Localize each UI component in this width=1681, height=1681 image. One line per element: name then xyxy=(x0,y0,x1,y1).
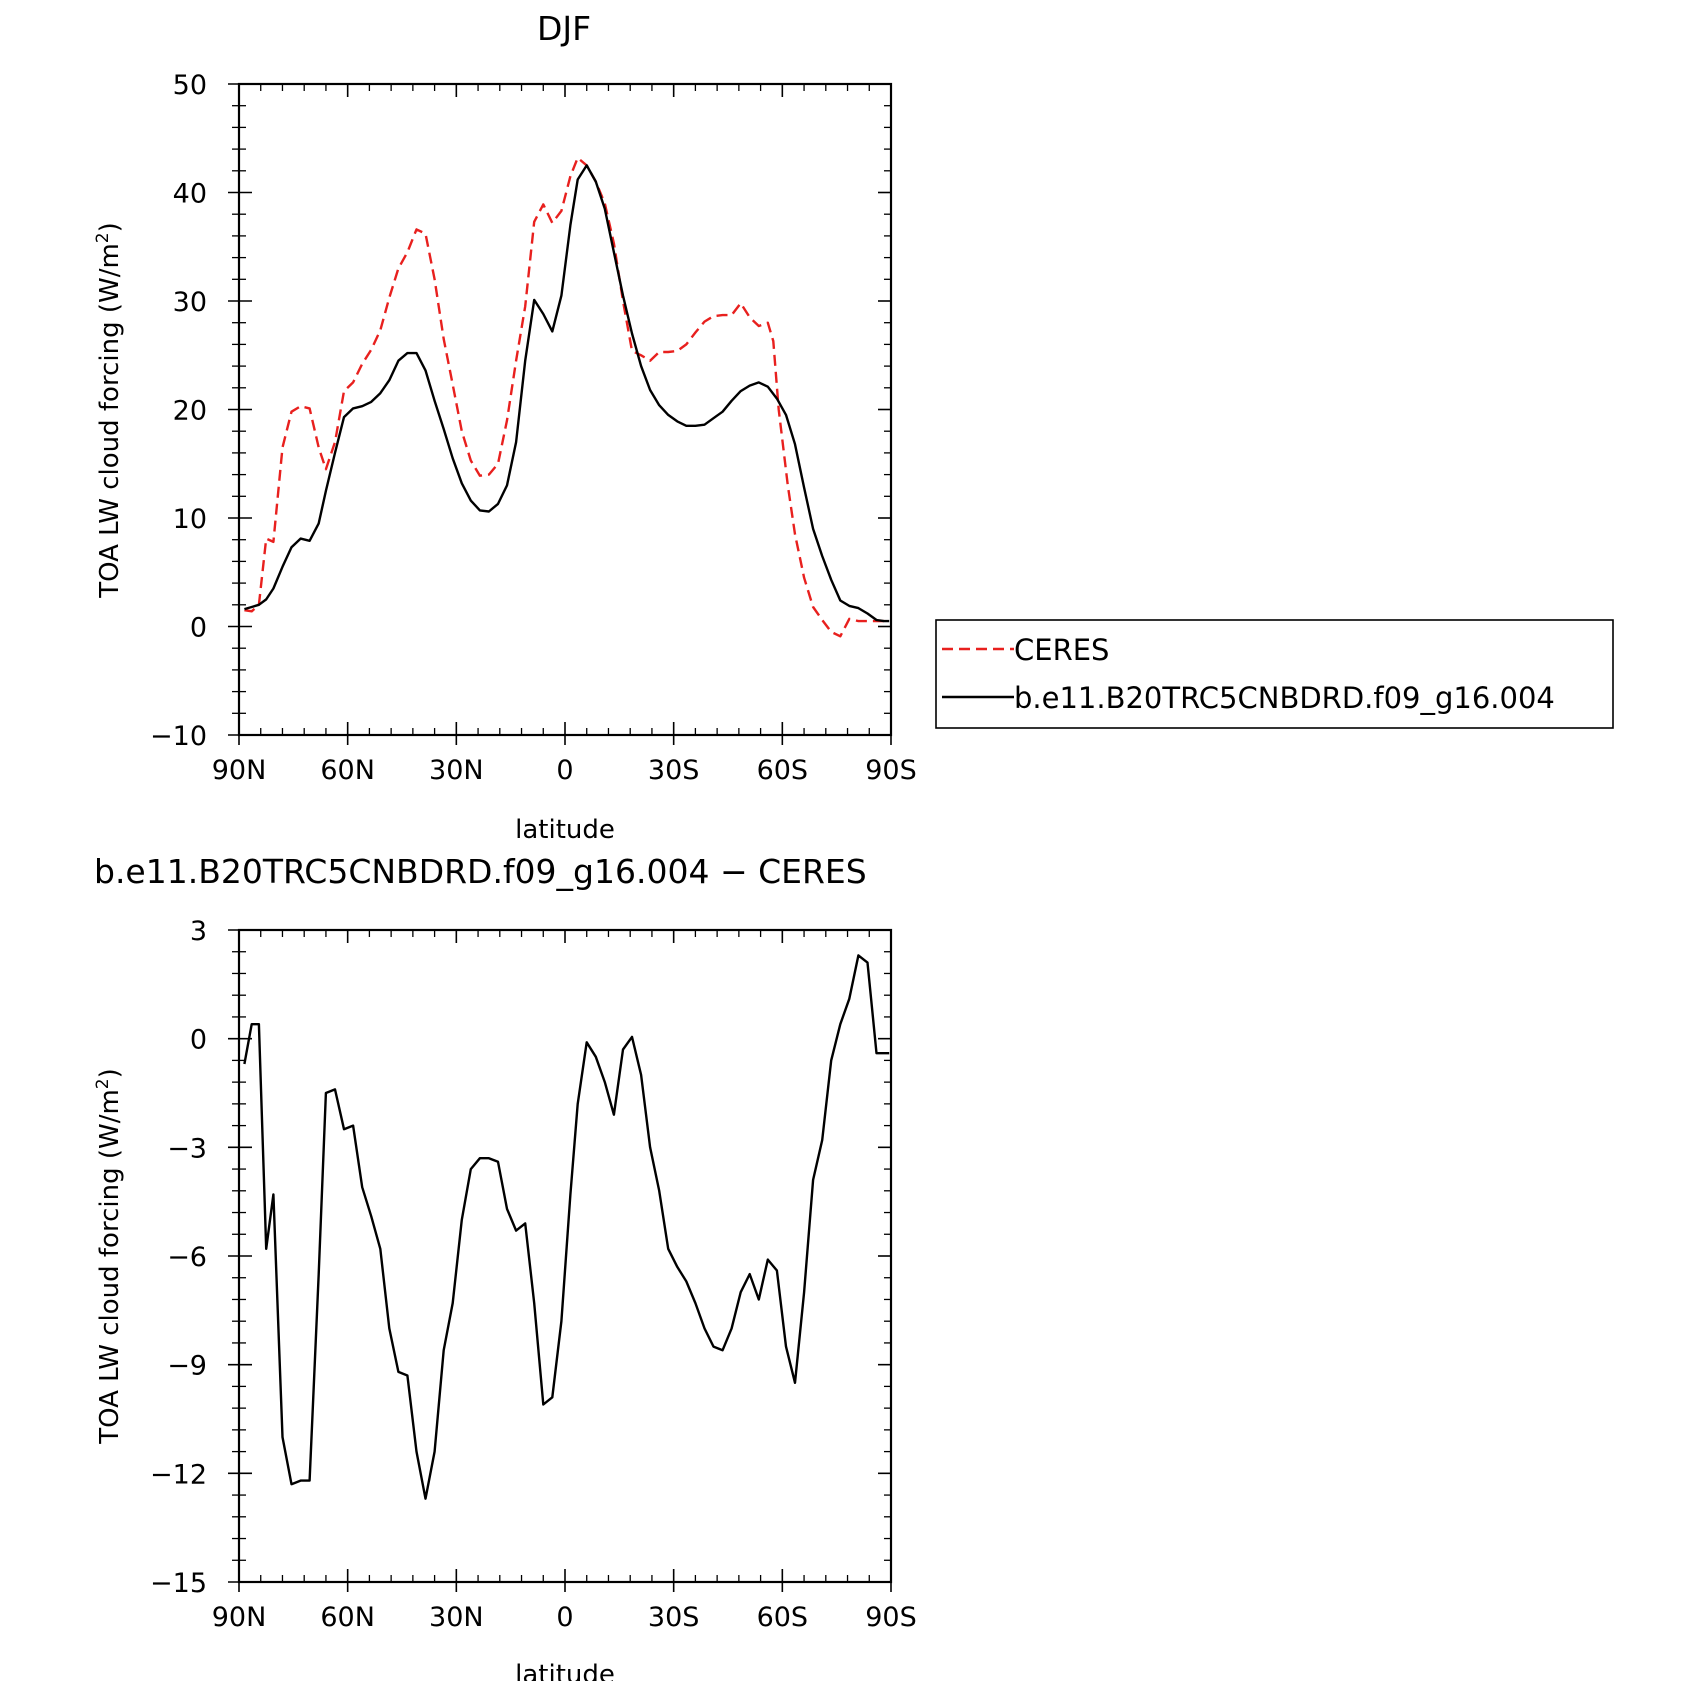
x-tick-label: 30N xyxy=(429,755,484,786)
legend-label-ceres: CERES xyxy=(1014,633,1109,667)
legend-box xyxy=(935,619,1614,729)
y-tick-label: 3 xyxy=(190,916,207,947)
x-tick-label: 30S xyxy=(648,1602,700,1633)
plot-lines xyxy=(243,954,890,1500)
x-tick-label: 60S xyxy=(757,755,809,786)
x-tick-label: 60S xyxy=(757,1602,809,1633)
y-tick-label: 10 xyxy=(173,504,207,535)
series-line-b-e11-b20trc5cnbdrd-f09-g16-004 xyxy=(244,164,890,623)
y-axis-ticks: −10 0 10 20 30 40 50 xyxy=(150,70,891,752)
panel-difference: b.e11.B20TRC5CNBDRD.f09_g16.004 − CERES … xyxy=(93,852,917,1681)
y-tick-label: 20 xyxy=(173,396,207,427)
y-tick-label: −6 xyxy=(167,1242,207,1273)
legend: CERES b.e11.B20TRC5CNBDRD.f09_g16.004 xyxy=(935,619,1614,729)
y-tick-label: −12 xyxy=(150,1459,207,1490)
y-tick-label: −9 xyxy=(167,1351,207,1382)
x-tick-label: 30N xyxy=(429,1602,484,1633)
x-axis-label: latitude xyxy=(515,815,615,845)
y-axis-ticks: −15 −12 −9 −6 −3 0 3 xyxy=(150,916,891,1599)
legend-label-model: b.e11.B20TRC5CNBDRD.f09_g16.004 xyxy=(1014,681,1555,715)
x-axis-label: latitude xyxy=(515,1660,615,1681)
x-tick-label: 0 xyxy=(556,1602,573,1633)
x-tick-label: 90S xyxy=(865,755,917,786)
y-tick-label: 0 xyxy=(190,1025,207,1056)
x-tick-label: 0 xyxy=(556,755,573,786)
series-line-difference xyxy=(243,954,890,1500)
series-line-ceres xyxy=(244,156,890,638)
y-tick-label: −3 xyxy=(167,1133,207,1164)
y-axis-label: TOA LW cloud forcing (W/m2) xyxy=(93,222,125,599)
panel-djf: DJF 90N 60N 30N 0 30S 60S 90S −10 0 10 20 30 40 50 l… xyxy=(93,9,917,845)
plot-frame xyxy=(237,82,893,737)
x-tick-label: 90N xyxy=(212,1602,267,1633)
y-tick-label: 50 xyxy=(173,70,207,101)
plot-frame xyxy=(237,928,893,1584)
y-tick-label: 0 xyxy=(190,613,207,644)
y-tick-label: −10 xyxy=(150,721,207,752)
y-tick-label: 30 xyxy=(173,287,207,318)
x-tick-label: 60N xyxy=(320,755,375,786)
x-axis-ticks: 90N 60N 30N 0 30S 60S 90S xyxy=(212,84,917,786)
plot-lines xyxy=(244,156,890,638)
x-tick-label: 60N xyxy=(320,1602,375,1633)
x-axis-ticks: 90N 60N 30N 0 30S 60S 90S xyxy=(212,930,917,1633)
x-tick-label: 90S xyxy=(865,1602,917,1633)
y-tick-label: 40 xyxy=(173,179,207,210)
chart-title: DJF xyxy=(537,9,591,48)
y-axis-label: TOA LW cloud forcing (W/m2) xyxy=(93,1068,125,1445)
x-tick-label: 90N xyxy=(212,755,267,786)
y-tick-label: −15 xyxy=(150,1568,207,1599)
x-tick-label: 30S xyxy=(648,755,700,786)
chart-title: b.e11.B20TRC5CNBDRD.f09_g16.004 − CERES xyxy=(94,852,867,891)
